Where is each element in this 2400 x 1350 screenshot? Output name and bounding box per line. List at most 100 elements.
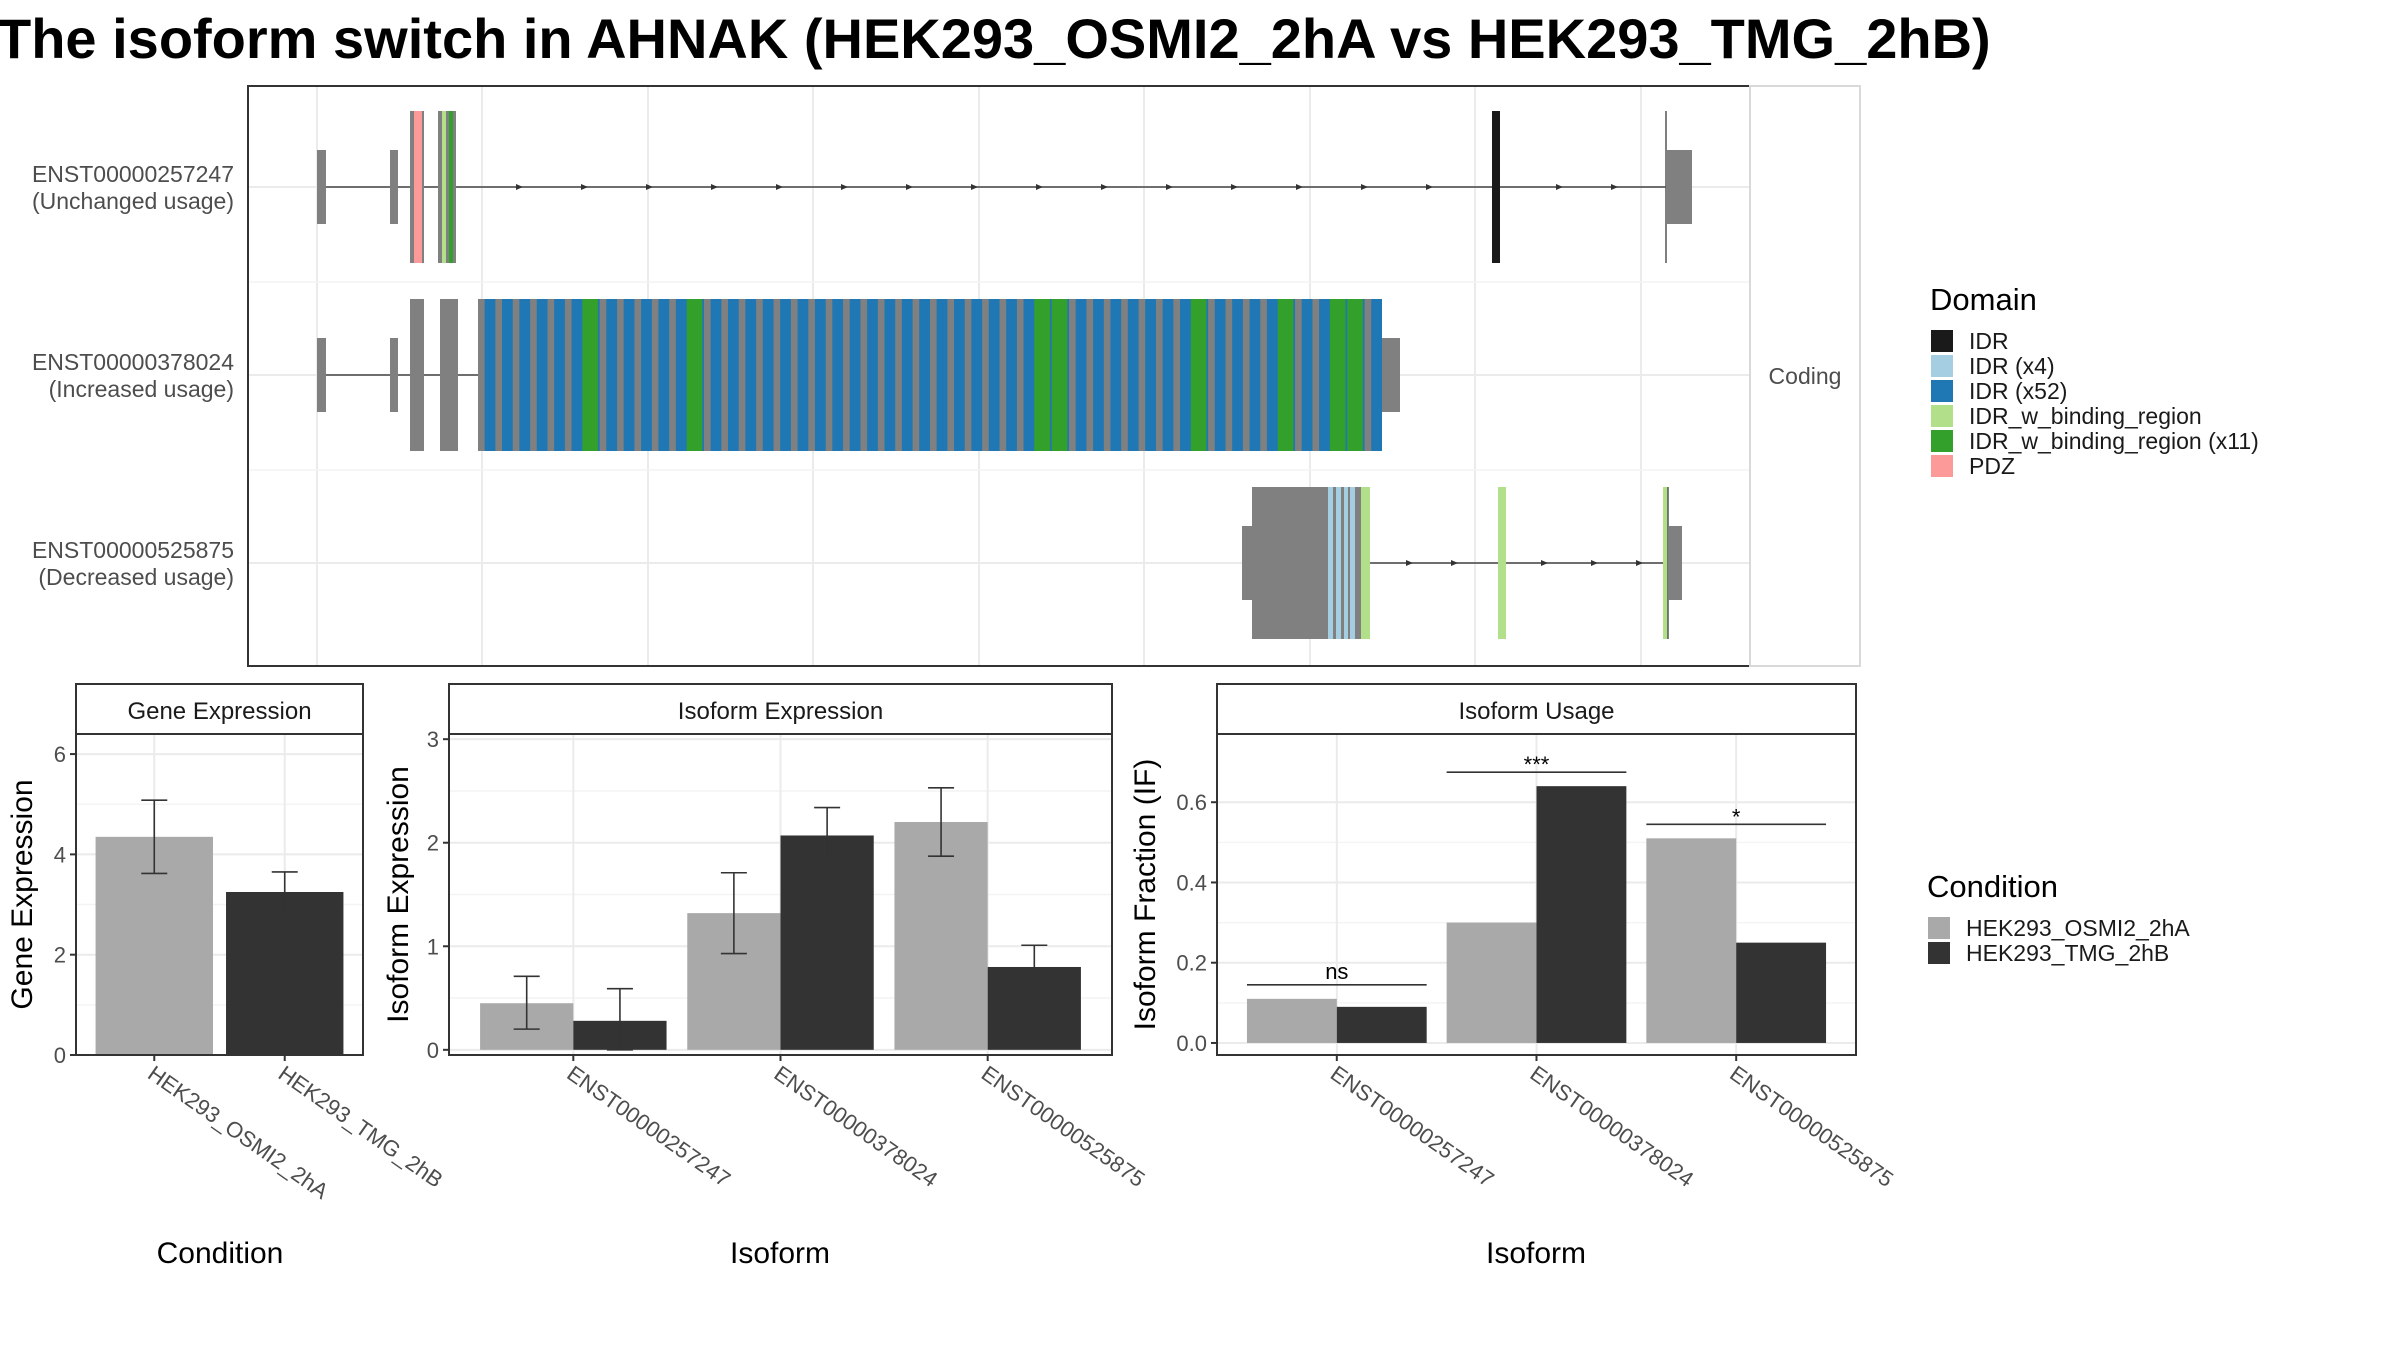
- domain-separator: [999, 299, 1007, 451]
- domain-idr-binding: [449, 111, 453, 263]
- domain-separator: [912, 299, 920, 451]
- domain-idr-binding-x11: [686, 299, 703, 451]
- domain-separator: [564, 299, 572, 451]
- strand-arrow: [1451, 560, 1458, 566]
- domain-separator: [634, 299, 642, 451]
- legend-swatch: [1928, 942, 1950, 964]
- x-tick-label: ENST00000525875: [977, 1061, 1150, 1192]
- domain-separator: [530, 299, 537, 451]
- domain-separator: [1156, 299, 1163, 451]
- domain-separator: [1016, 299, 1024, 451]
- bar: [894, 822, 988, 1050]
- legend-swatch: [1931, 355, 1953, 377]
- y-tick-label: 0.2: [1176, 951, 1207, 976]
- strand-arrow: [1556, 184, 1563, 190]
- utr-exon: [1666, 150, 1692, 224]
- y-tick-label: 0.6: [1176, 790, 1207, 815]
- domain-separator: [1138, 299, 1146, 451]
- condition-legend-title: Condition: [1927, 869, 2058, 904]
- isoform-labels: ENST00000257247 (Unchanged usage) ENST00…: [32, 161, 234, 590]
- domain-separator: [825, 299, 833, 451]
- bar: [1736, 942, 1827, 1043]
- strand-arrow: [1591, 560, 1598, 566]
- domain-idr-binding: [1361, 487, 1370, 639]
- domain-separator: [1103, 299, 1111, 451]
- domain-separator: [1242, 299, 1250, 451]
- strand-arrow: [1636, 560, 1643, 566]
- legend-swatch: [1931, 380, 1953, 402]
- x-tick-label: ENST00000525875: [1725, 1061, 1898, 1192]
- domain-idr-binding: [1498, 487, 1506, 639]
- strand-arrow: [711, 184, 718, 190]
- y-tick-label: 0: [427, 1038, 439, 1063]
- significance-label: ns: [1325, 959, 1348, 984]
- figure-title: The isoform switch in AHNAK (HEK293_OSMI…: [0, 7, 1991, 70]
- domain-separator: [617, 299, 624, 451]
- legend-label: IDR (x52): [1969, 378, 2067, 404]
- strand-arrow: [906, 184, 913, 190]
- significance-label: *: [1732, 804, 1741, 829]
- domain-separator: [1208, 299, 1215, 451]
- legend-swatch: [1928, 917, 1950, 939]
- strand-arrow: [1231, 184, 1238, 190]
- y-tick-label: 0.0: [1176, 1031, 1207, 1056]
- domain-separator: [930, 299, 937, 451]
- strand-arrow: [971, 184, 978, 190]
- facet-strip-label: Coding: [1769, 363, 1842, 389]
- transcript-rows: [317, 111, 1692, 639]
- strand-arrow: [1611, 184, 1618, 190]
- domain-idr-binding: [442, 111, 446, 263]
- domain-separator: [1086, 299, 1094, 451]
- domain-separator: [1312, 299, 1320, 451]
- coding-exon: [438, 111, 456, 263]
- legend-label: IDR: [1969, 328, 2009, 354]
- domain-separator: [947, 299, 954, 451]
- strand-arrow: [1296, 184, 1303, 190]
- utr-exon: [1668, 526, 1682, 600]
- y-axis-title: Isoform Expression: [382, 766, 415, 1023]
- domain-separator: [721, 299, 728, 451]
- domain-separator: [790, 299, 798, 451]
- domain-separator: [1121, 299, 1128, 451]
- x-axis-title: Isoform: [1486, 1237, 1586, 1270]
- domain-idr-binding-x11: [1190, 299, 1207, 451]
- y-axis-title: Isoform Fraction (IF): [1129, 759, 1162, 1031]
- isoform-expression-chart: Isoform Expression 0 1 2 3 ENST00000257247 ENS…: [382, 683, 1150, 1270]
- panel-border: [75, 733, 364, 1056]
- isoform-label-id: ENST00000378024: [32, 349, 234, 375]
- domain-idr-binding-x11: [582, 299, 598, 451]
- domain-separator: [982, 299, 989, 451]
- domain-separator: [669, 299, 676, 451]
- x-tick-label: ENST00000257247: [562, 1061, 735, 1192]
- coding-exon: [410, 299, 424, 451]
- domain-idr-binding-x11: [1329, 299, 1346, 451]
- domain-separator: [1225, 299, 1233, 451]
- utr-exon: [1382, 338, 1400, 412]
- domain-separator: [843, 299, 850, 451]
- domain-separator: [877, 299, 885, 451]
- y-tick-label: 4: [54, 842, 66, 867]
- x-tick-label: ENST00000378024: [770, 1061, 943, 1192]
- x-tick-label: ENST00000378024: [1526, 1061, 1699, 1192]
- strand-arrow: [1541, 560, 1548, 566]
- x-axis-title: Isoform: [730, 1237, 830, 1270]
- strand-arrow: [646, 184, 653, 190]
- domain-separator: [704, 299, 711, 451]
- legend-label: IDR_w_binding_region (x11): [1969, 428, 2259, 454]
- y-tick-label: 1: [427, 934, 439, 959]
- legend-swatch: [1931, 430, 1953, 452]
- isoform-label-usage: (Decreased usage): [38, 564, 234, 590]
- utr-exon: [317, 338, 326, 412]
- panel-title: Gene Expression: [127, 698, 311, 725]
- domain-idr-binding: [1663, 487, 1668, 639]
- legend-swatch: [1931, 455, 1953, 477]
- domain-pdz: [414, 111, 422, 263]
- domain-separator: [756, 299, 763, 451]
- strand-arrow: [1361, 184, 1368, 190]
- domain-separator: [860, 299, 868, 451]
- coding-exon: [1252, 487, 1328, 639]
